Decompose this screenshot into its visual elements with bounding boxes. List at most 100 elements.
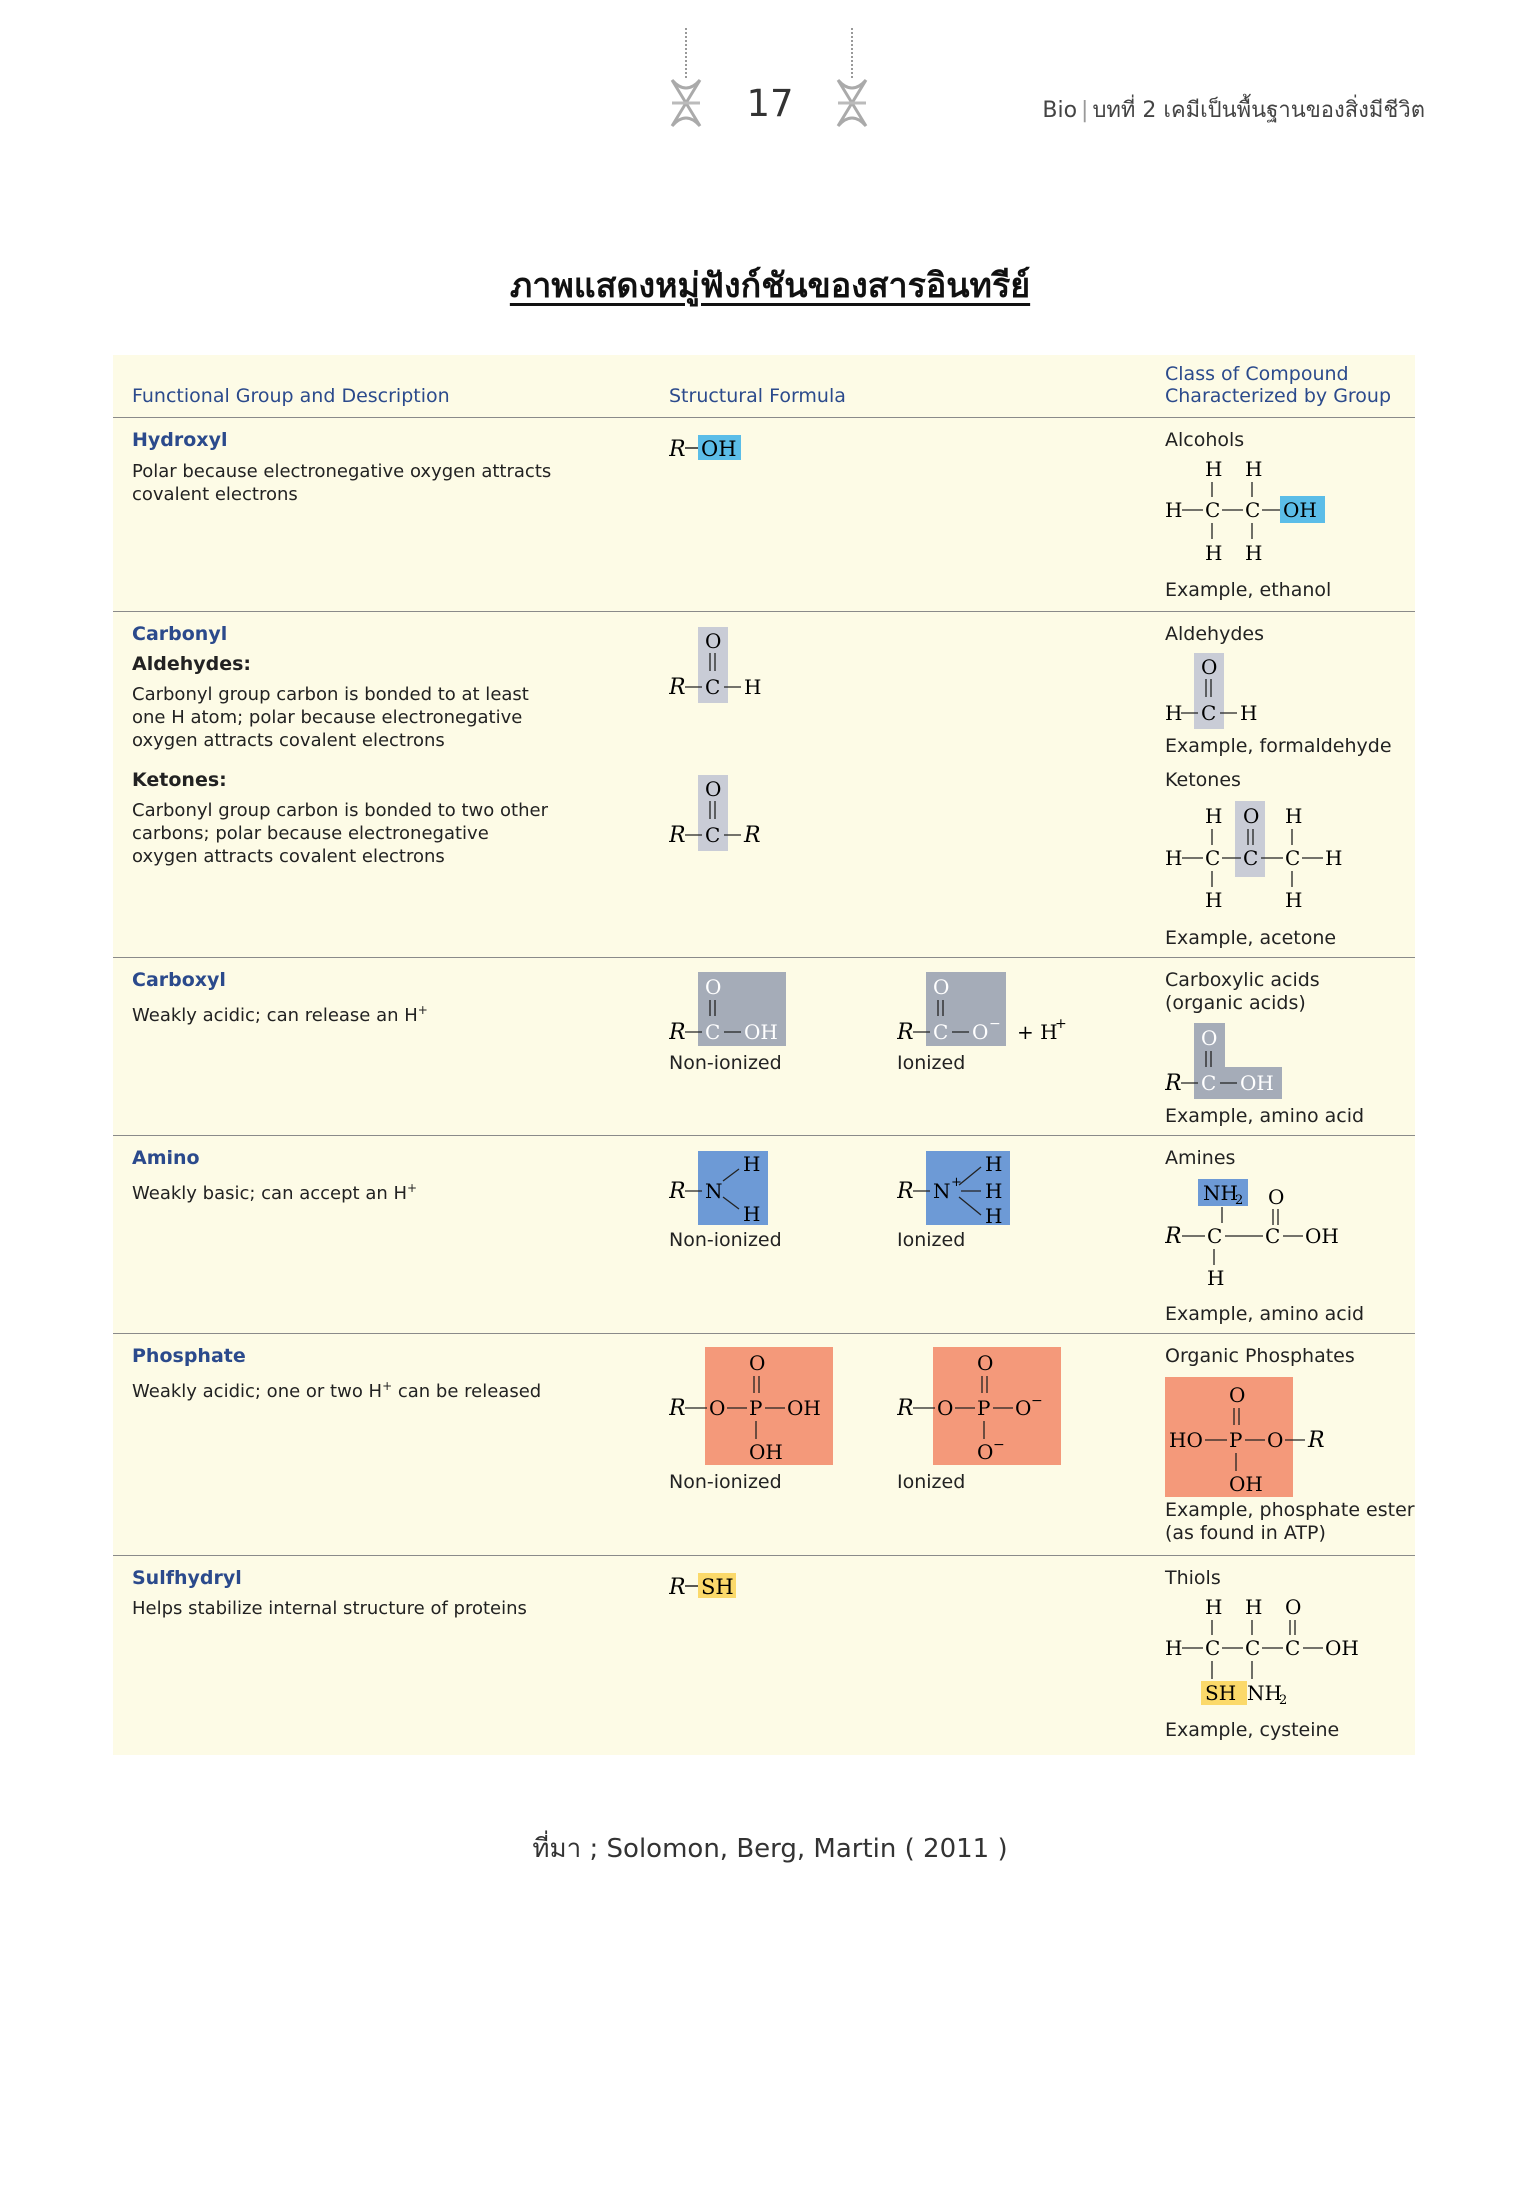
- class-thiols: Thiols: [1165, 1567, 1221, 1589]
- class-amines: Amines: [1165, 1147, 1236, 1169]
- structure-amino-acid-amine: NH 2 O R C C OH H: [1165, 1179, 1339, 1287]
- svg-text:C: C: [1201, 1071, 1216, 1095]
- example-cysteine: Example, cysteine: [1165, 1719, 1340, 1741]
- example-formaldehyde: Example, formaldehyde: [1165, 735, 1392, 757]
- svg-text:2: 2: [1279, 1693, 1287, 1705]
- svg-text:O: O: [1267, 1428, 1283, 1452]
- svg-text:C: C: [1201, 701, 1216, 725]
- svg-text:O: O: [1229, 1383, 1245, 1407]
- svg-text:OH: OH: [1325, 1636, 1359, 1660]
- svg-text:C: C: [1205, 498, 1220, 522]
- svg-text:OH: OH: [1229, 1472, 1263, 1496]
- svg-text:P: P: [977, 1396, 990, 1420]
- svg-text:H: H: [985, 1152, 1002, 1176]
- svg-text:C: C: [705, 675, 720, 699]
- page-title: ภาพแสดงหมู่ฟังก์ชันของสารอินทรีย์: [509, 266, 1031, 306]
- group-name-amino: Amino: [132, 1147, 200, 1169]
- desc-ketones: Carbonyl group carbon is bonded to two o…: [132, 800, 548, 867]
- svg-text:P: P: [1229, 1428, 1242, 1452]
- formula-amino-ionized: R N + H H H: [897, 1151, 1010, 1228]
- structure-cysteine: H H O H C C C OH SH NH 2: [1165, 1595, 1359, 1705]
- desc-aldehydes: Carbonyl group carbon is bonded to at le…: [132, 684, 529, 751]
- svg-text:O: O: [1201, 655, 1217, 679]
- formula-ketone: O R C R: [669, 775, 761, 851]
- svg-text:R: R: [897, 1020, 914, 1045]
- example-phosphate-ester: Example, phosphate ester (as found in AT…: [1165, 1499, 1415, 1544]
- svg-text:R: R: [669, 823, 686, 848]
- svg-text:H: H: [1245, 1595, 1262, 1619]
- svg-text:C: C: [1245, 498, 1260, 522]
- svg-text:O: O: [933, 975, 949, 999]
- svg-text:O: O: [705, 975, 721, 999]
- svg-text:O: O: [1243, 804, 1259, 828]
- example-acetone: Example, acetone: [1165, 927, 1337, 949]
- caption-carboxyl-nonionized: Non-ionized: [669, 1052, 782, 1074]
- svg-text:H: H: [1165, 498, 1182, 522]
- group-name-hydroxyl: Hydroxyl: [132, 429, 228, 451]
- group-name-carboxyl: Carboxyl: [132, 969, 226, 991]
- subgroup-ketones: Ketones:: [132, 769, 227, 791]
- group-name-phosphate: Phosphate: [132, 1345, 246, 1367]
- svg-text:C: C: [705, 823, 720, 847]
- class-organic-phosphates: Organic Phosphates: [1165, 1345, 1355, 1367]
- subject-label: Bio: [1042, 98, 1078, 123]
- svg-text:NH: NH: [1247, 1681, 1282, 1705]
- chapter-label: บทที่ 2 เคมีเป็นพื้นฐานของสิ่งมีชีวิต: [1092, 98, 1425, 123]
- formula-phosphate-ionized: O R O P O − O −: [897, 1347, 1061, 1465]
- caption-amino-nonionized: Non-ionized: [669, 1229, 782, 1251]
- caption-amino-ionized: Ionized: [897, 1229, 966, 1251]
- structure-carboxylic-acid: O R C OH: [1165, 1023, 1282, 1099]
- dna-icon-right: [836, 28, 868, 128]
- svg-text:H: H: [1165, 1636, 1182, 1660]
- svg-text:R: R: [669, 1179, 686, 1204]
- svg-text:N: N: [933, 1179, 951, 1203]
- group-desc-phosphate: Weakly acidic; one or two H+ can be rele…: [132, 1379, 542, 1402]
- svg-text:C: C: [705, 1020, 720, 1044]
- class-ketones: Ketones: [1165, 769, 1241, 791]
- svg-text:OH: OH: [787, 1396, 821, 1420]
- svg-text:H: H: [1205, 804, 1222, 828]
- formula-carboxyl-ionized: O R C O − + H +: [897, 972, 1067, 1046]
- svg-text:H: H: [985, 1204, 1002, 1228]
- svg-text:C: C: [1245, 1636, 1260, 1660]
- subgroup-aldehydes: Aldehydes:: [132, 653, 252, 675]
- svg-text:+: +: [1055, 1016, 1067, 1032]
- group-name-sulfhydryl: Sulfhydryl: [132, 1567, 242, 1589]
- svg-text:R: R: [669, 1396, 686, 1421]
- svg-text:OH: OH: [1283, 498, 1317, 522]
- formula-sulfhydryl: R SH: [669, 1573, 736, 1600]
- svg-text:C: C: [1243, 846, 1258, 870]
- svg-text:R: R: [669, 1575, 686, 1600]
- svg-text:R: R: [743, 823, 761, 848]
- structure-formaldehyde: O H C H: [1165, 653, 1257, 729]
- caption-carboxyl-ionized: Ionized: [897, 1052, 966, 1074]
- svg-text:OH: OH: [701, 437, 737, 461]
- col-header-formula: Structural Formula: [669, 385, 846, 407]
- svg-text:H: H: [744, 675, 761, 699]
- svg-text:C: C: [1285, 1636, 1300, 1660]
- svg-text:C: C: [933, 1020, 948, 1044]
- svg-text:O: O: [705, 629, 721, 653]
- svg-text:2: 2: [1235, 1193, 1243, 1208]
- class-alcohols: Alcohols: [1165, 429, 1245, 451]
- svg-text:H: H: [1205, 541, 1222, 565]
- svg-text:P: P: [749, 1396, 762, 1420]
- group-desc-sulfhydryl: Helps stabilize internal structure of pr…: [132, 1598, 527, 1619]
- formula-phosphate-nonionized: O R O P OH OH: [669, 1347, 833, 1465]
- svg-text:−: −: [993, 1437, 1005, 1453]
- svg-text:H: H: [1325, 846, 1342, 870]
- functional-groups-table: Functional Group and Description Structu…: [113, 355, 1415, 1755]
- svg-text:R: R: [669, 1020, 686, 1045]
- svg-text:SH: SH: [1205, 1681, 1236, 1705]
- svg-text:+ H: + H: [1017, 1020, 1058, 1044]
- svg-text:O: O: [972, 1020, 988, 1044]
- svg-text:O: O: [705, 777, 721, 801]
- svg-text:H: H: [1205, 888, 1222, 909]
- svg-text:H: H: [1165, 846, 1182, 870]
- svg-text:OH: OH: [744, 1020, 778, 1044]
- example-amino-acid-carboxyl: Example, amino acid: [1165, 1105, 1365, 1127]
- svg-text:+: +: [951, 1175, 962, 1190]
- svg-text:O: O: [977, 1440, 993, 1464]
- svg-text:H: H: [743, 1152, 760, 1176]
- svg-text:R: R: [1307, 1428, 1325, 1453]
